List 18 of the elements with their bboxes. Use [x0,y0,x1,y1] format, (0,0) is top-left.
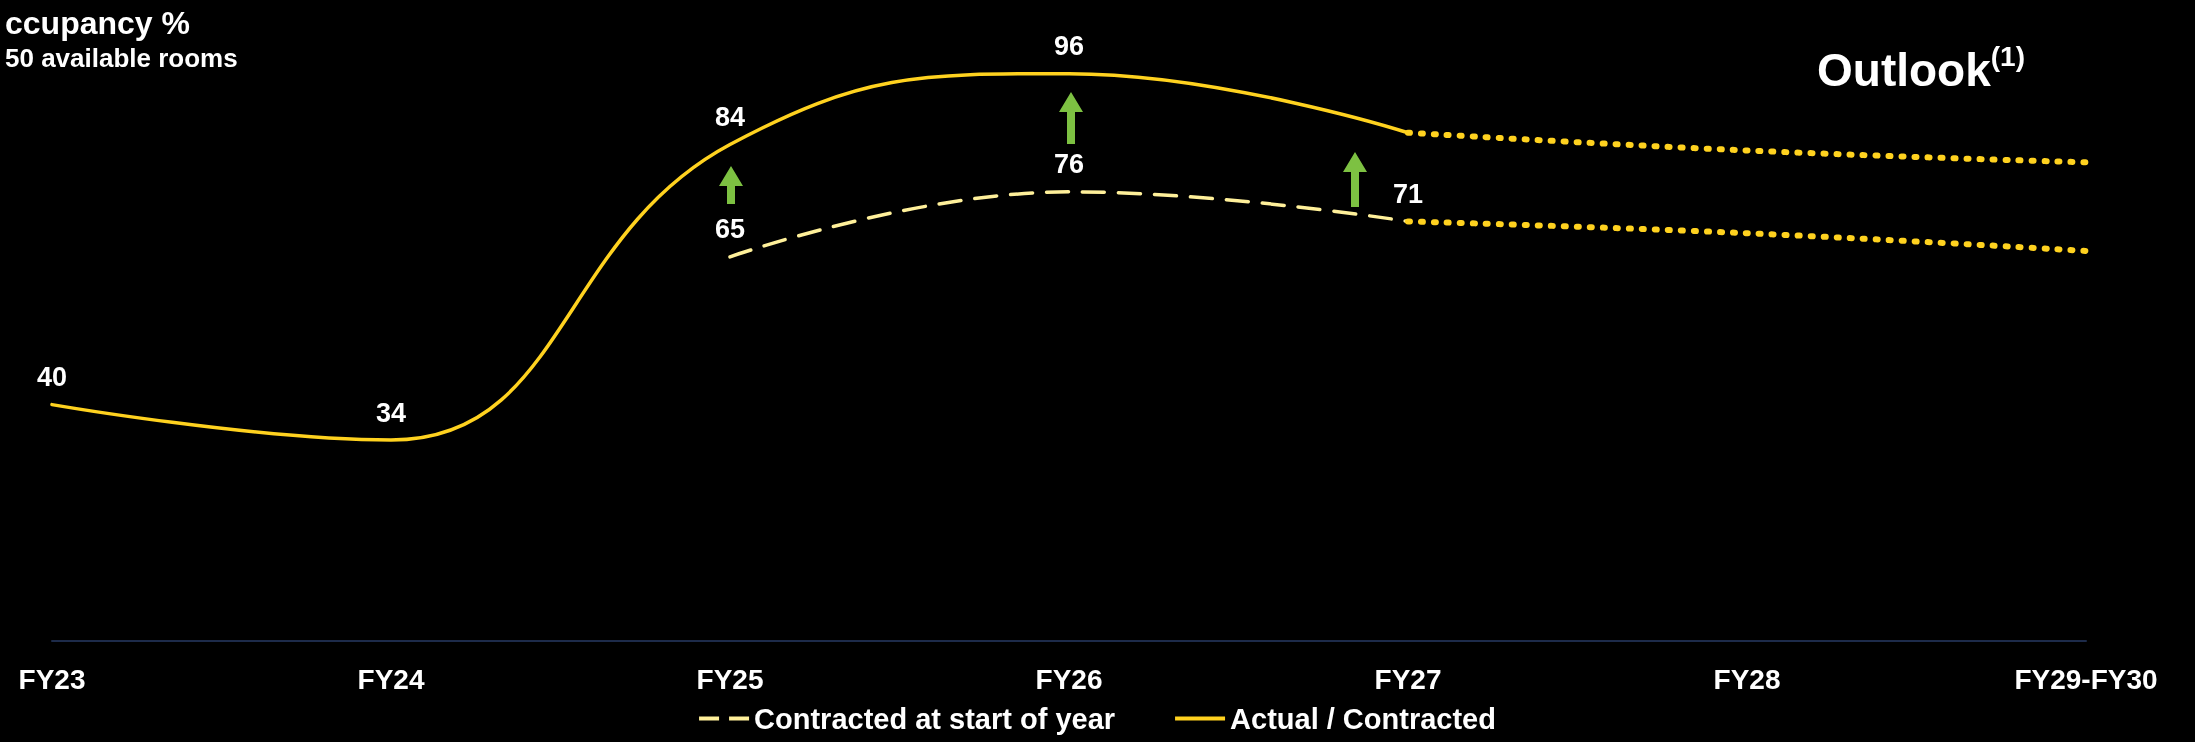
x-tick-label: FY23 [18,663,86,695]
data-label: 34 [375,397,407,428]
legend-label: Contracted at start of year [754,702,1116,735]
x-tick-label: FY25 [696,663,764,695]
data-label: 65 [714,214,746,245]
x-tick-label: FY24 [357,663,425,695]
data-label: 96 [1053,31,1085,62]
x-tick-label: FY29-FY30 [2014,663,2158,695]
chart-subtitle: 50 available rooms [5,43,238,73]
x-tick-label: FY28 [1713,663,1781,695]
data-label: 84 [714,102,746,133]
data-label: 76 [1053,149,1085,180]
data-label: 71 [1392,178,1424,209]
chart-title: ccupancy % [5,5,190,41]
x-tick-label: FY27 [1374,663,1442,695]
x-tick-label: FY26 [1035,663,1103,695]
data-label: 40 [36,362,68,393]
legend-label: Actual / Contracted [1230,702,1496,735]
